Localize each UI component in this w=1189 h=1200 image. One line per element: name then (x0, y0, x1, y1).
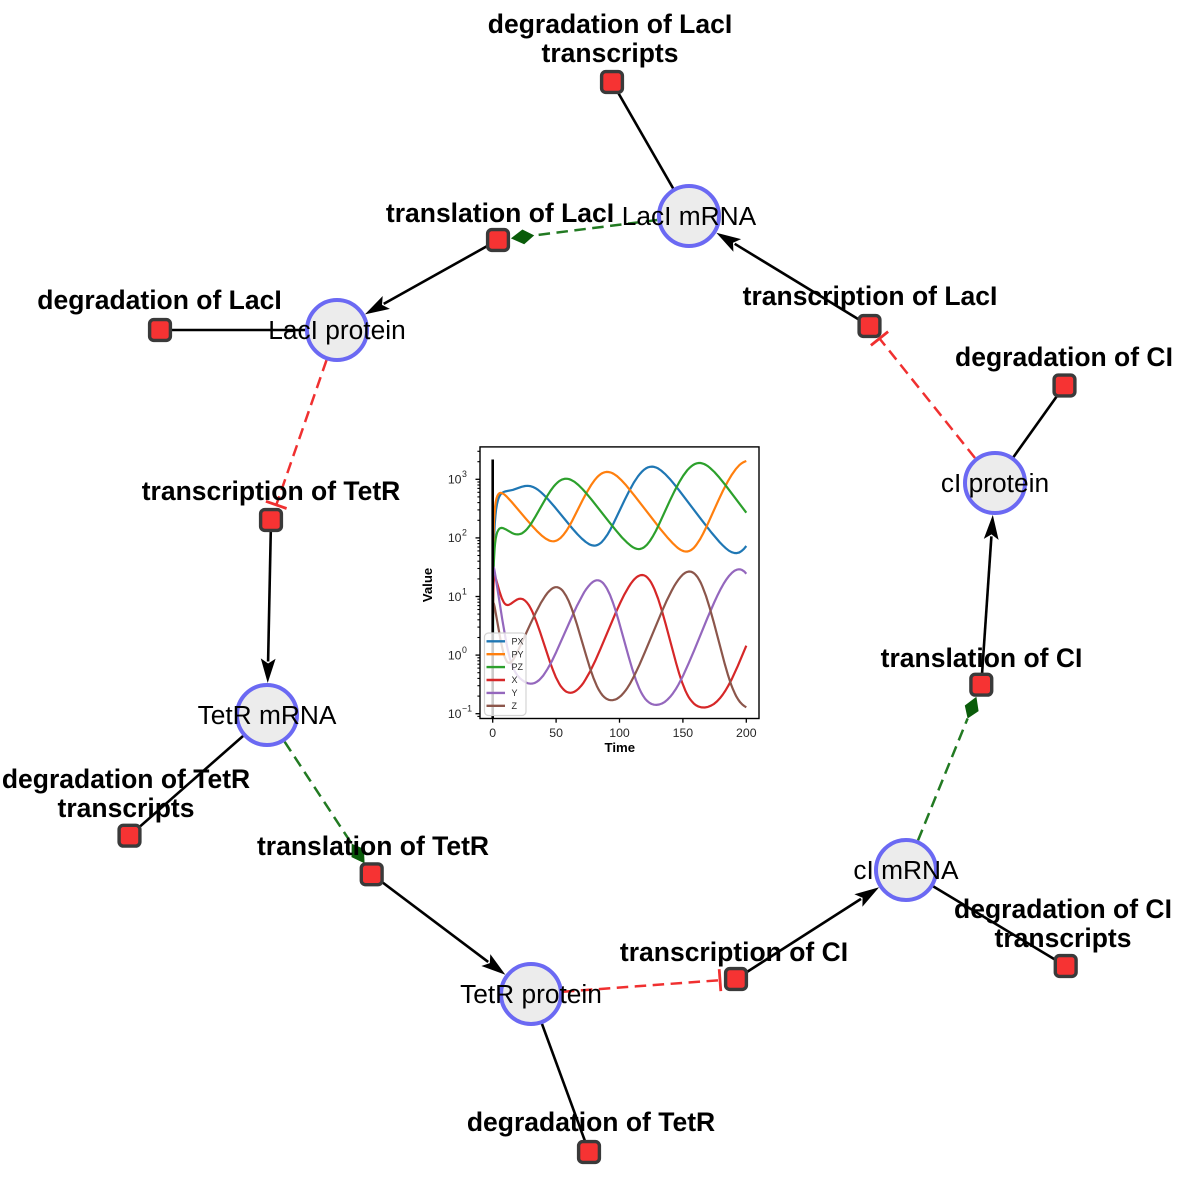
svg-text:0: 0 (489, 726, 496, 740)
svg-text:PX: PX (512, 636, 524, 646)
svg-text:PZ: PZ (512, 662, 524, 672)
svg-text:50: 50 (549, 726, 563, 740)
svg-text:degradation of CI: degradation of CI (955, 342, 1173, 372)
svg-text:2: 2 (462, 528, 467, 538)
svg-text:10: 10 (448, 707, 462, 721)
svg-text:Y: Y (512, 688, 518, 698)
svg-text:degradation of LacI: degradation of LacI (37, 285, 281, 315)
svg-text:Z: Z (512, 701, 518, 711)
svg-text:3: 3 (462, 469, 467, 479)
svg-text:150: 150 (673, 726, 694, 740)
svg-text:transcription of CI: transcription of CI (620, 937, 848, 967)
svg-text:transcripts: transcripts (58, 793, 195, 823)
svg-text:100: 100 (609, 726, 630, 740)
svg-text:transcripts: transcripts (995, 923, 1132, 953)
svg-text:TetR protein: TetR protein (460, 979, 602, 1009)
svg-text:transcription of LacI: transcription of LacI (743, 281, 998, 311)
svg-text:translation of LacI: translation of LacI (386, 198, 614, 228)
svg-text:translation of CI: translation of CI (881, 643, 1083, 673)
svg-text:Value: Value (420, 568, 435, 602)
svg-text:10: 10 (448, 531, 462, 545)
svg-text:0: 0 (462, 645, 467, 655)
svg-text:TetR mRNA: TetR mRNA (198, 700, 337, 730)
svg-text:Time: Time (605, 740, 636, 755)
svg-text:cI protein: cI protein (941, 468, 1049, 498)
svg-text:transcripts: transcripts (542, 38, 679, 68)
svg-text:10: 10 (448, 590, 462, 604)
svg-text:degradation of TetR: degradation of TetR (2, 764, 250, 794)
svg-text:−1: −1 (462, 704, 472, 714)
svg-text:LacI mRNA: LacI mRNA (622, 201, 757, 231)
svg-text:1: 1 (462, 586, 467, 596)
svg-text:degradation of TetR: degradation of TetR (467, 1107, 715, 1137)
svg-text:cI mRNA: cI mRNA (853, 855, 959, 885)
svg-text:LacI protein: LacI protein (268, 315, 405, 345)
svg-text:10: 10 (448, 473, 462, 487)
svg-text:200: 200 (736, 726, 757, 740)
svg-text:X: X (512, 675, 518, 685)
svg-text:transcription of TetR: transcription of TetR (142, 476, 401, 506)
svg-text:degradation of CI: degradation of CI (954, 894, 1172, 924)
svg-text:translation of TetR: translation of TetR (257, 831, 489, 861)
svg-text:degradation of LacI: degradation of LacI (488, 9, 732, 39)
svg-text:PY: PY (512, 649, 524, 659)
svg-text:10: 10 (448, 648, 462, 662)
